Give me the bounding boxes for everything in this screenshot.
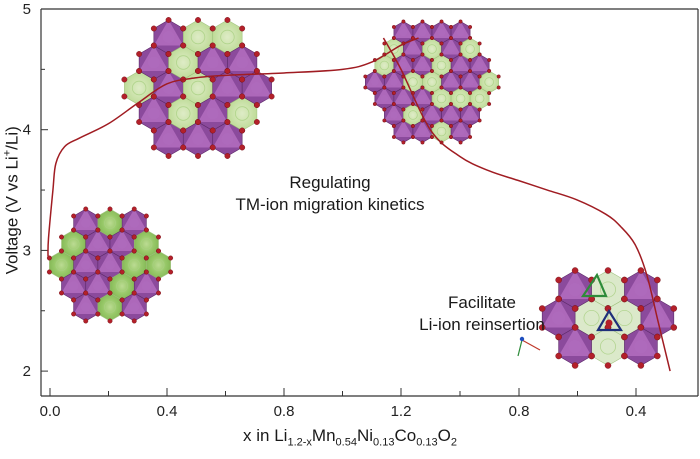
charge-curve <box>47 37 419 257</box>
discharge-curve <box>382 37 671 372</box>
y-axis-label: Voltage (V vs Li+/Li) <box>1 126 22 275</box>
crystal-structure-reinsertion <box>538 267 678 369</box>
y-tick-label: 3 <box>23 242 31 259</box>
crystal-structure-plateau <box>121 17 275 159</box>
green-triangle-icon <box>580 272 608 298</box>
blue-triangle-icon <box>596 308 623 332</box>
x-tick-label: 0.8 <box>274 403 295 420</box>
axis-tick-labels: 0.0 0.4 0.8 1.2 0.8 0.4 2 3 4 5 <box>23 1 647 420</box>
annotation-facilitate: Facilitate Li-ion reinsertion <box>419 293 545 334</box>
coordinate-axes-icon <box>517 336 541 357</box>
voltage-curves <box>47 37 671 372</box>
y-tick-label: 2 <box>23 363 31 380</box>
y-tick-label: 5 <box>23 1 31 18</box>
crystal-structure-charged <box>363 19 501 145</box>
x-tick-label: 0.8 <box>509 403 530 420</box>
x-axis-label: x in Li1.2-xMn0.54Ni0.13Co0.13O2 <box>243 426 457 449</box>
crystal-structure-pristine <box>46 206 174 324</box>
axis-ticks <box>41 8 637 396</box>
y-tick-label: 4 <box>23 122 31 139</box>
plot-frame <box>40 8 699 397</box>
crystal-structure-insets <box>46 17 678 369</box>
x-tick-label: 0.0 <box>40 403 61 420</box>
x-tick-label: 0.4 <box>157 403 178 420</box>
x-tick-label: 1.2 <box>391 403 412 420</box>
x-tick-label: 0.4 <box>626 403 647 420</box>
annotation-regulating: Regulating TM-ion migration kinetics <box>235 173 425 214</box>
